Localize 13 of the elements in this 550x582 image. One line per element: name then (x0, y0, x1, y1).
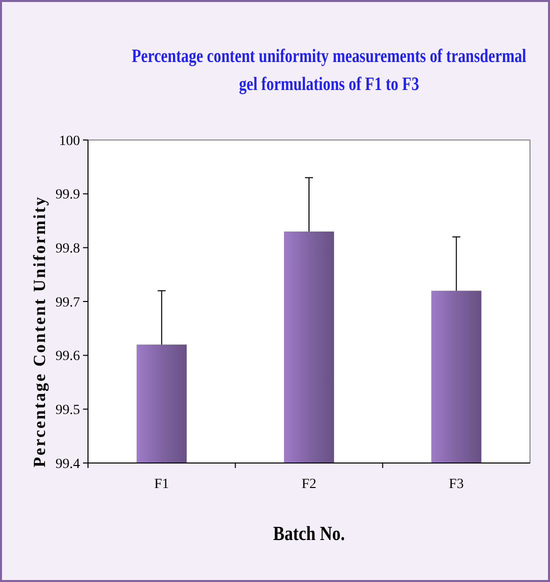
y-tick-label: 99.9 (56, 188, 80, 203)
x-tick-label: F3 (448, 477, 464, 492)
y-axis-title: Percentage Content Uniformity (30, 196, 49, 468)
x-axis-title: Batch No. (273, 522, 345, 546)
x-tick-label: F2 (302, 477, 316, 492)
y-tick-label: 99.7 (56, 295, 80, 310)
y-tick-label: 99.8 (56, 242, 80, 257)
y-tick-label: 99.6 (56, 349, 80, 364)
y-tick-label: 100 (59, 134, 80, 149)
y-tick-label: 99.5 (56, 403, 80, 418)
chart-title: Percentage content uniformity measurements of transdermal gel formulations of F1 to F3 (132, 45, 526, 94)
y-tick-label: 99.4 (56, 456, 80, 472)
x-tick-label: F1 (154, 477, 170, 492)
